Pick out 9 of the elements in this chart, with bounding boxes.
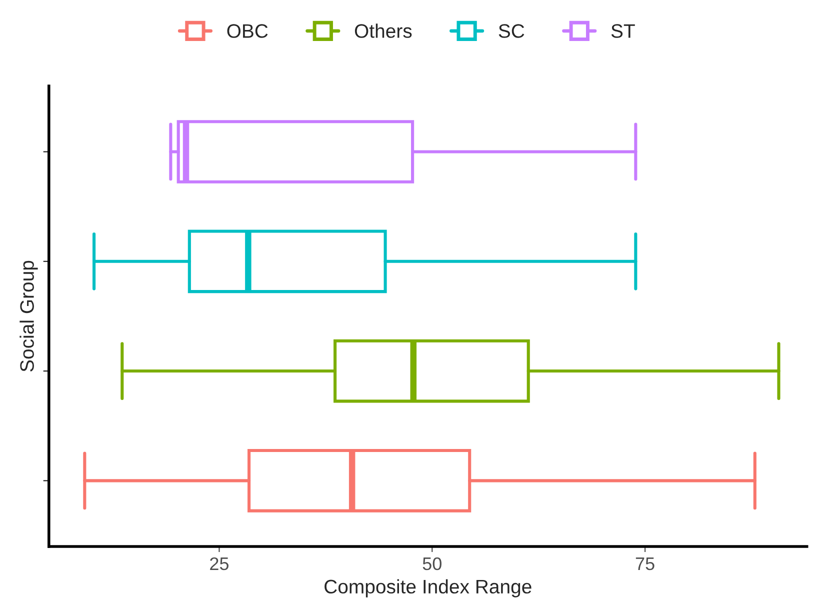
y-axis-title: Social Group: [20, 260, 38, 372]
legend-label: OBC: [227, 24, 268, 38]
legend-label: SC: [498, 24, 524, 38]
legend-label: Others: [354, 24, 412, 38]
x-axis-title: Composite Index Range: [324, 579, 532, 598]
x-tick-label: 25: [210, 557, 229, 570]
x-tick-label: 75: [636, 558, 654, 570]
x-tick-label: 50: [422, 557, 442, 570]
legend-label: ST: [611, 24, 635, 38]
